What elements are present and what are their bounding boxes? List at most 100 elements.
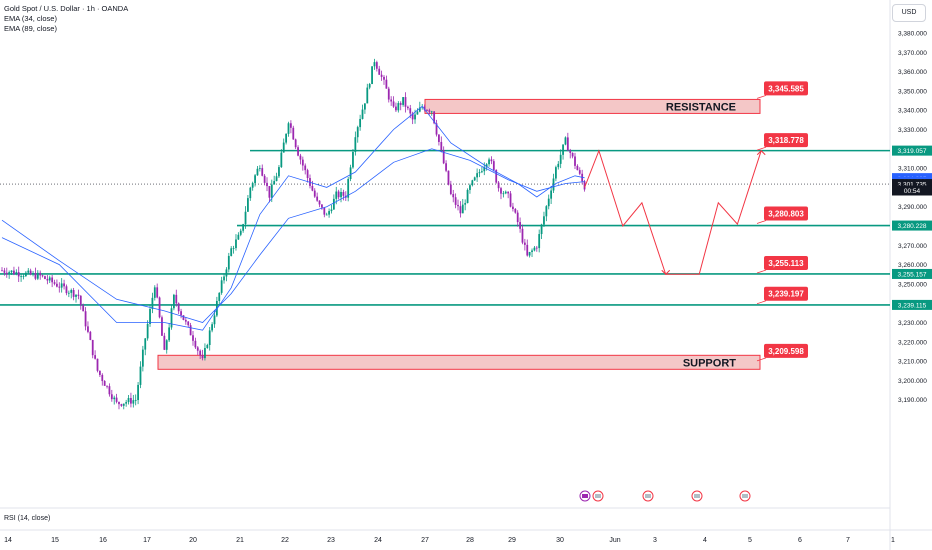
candle-body bbox=[287, 123, 290, 134]
candle-body bbox=[285, 133, 288, 143]
candle-body bbox=[120, 404, 123, 406]
candle-body bbox=[15, 272, 18, 275]
candle-body bbox=[232, 248, 235, 249]
candle-body bbox=[192, 335, 194, 341]
candle-body bbox=[168, 327, 171, 341]
level-price-label-box[interactable] bbox=[764, 206, 808, 221]
candle-body bbox=[84, 311, 87, 327]
level-label-connector bbox=[756, 357, 767, 362]
currency-button[interactable]: USD bbox=[892, 4, 926, 22]
x-tick-label: 4 bbox=[703, 537, 707, 544]
axis-price-badge-label: 3,301.735 bbox=[898, 182, 927, 189]
candle-body bbox=[480, 171, 483, 173]
candle-body bbox=[153, 287, 156, 298]
candle-body bbox=[354, 137, 357, 152]
candle-body bbox=[566, 137, 569, 151]
candle-body bbox=[254, 175, 256, 184]
candle-body bbox=[139, 366, 142, 385]
candle-body bbox=[356, 127, 359, 138]
candle-body bbox=[182, 315, 185, 320]
candle-body bbox=[301, 159, 304, 166]
level-price-label: 3,318.778 bbox=[768, 136, 804, 145]
candle-body bbox=[297, 147, 299, 156]
level-price-label-box[interactable] bbox=[764, 286, 808, 301]
resistance-zone[interactable] bbox=[424, 98, 761, 114]
candle-body bbox=[485, 164, 488, 168]
y-tick-label: 3,370.000 bbox=[898, 50, 927, 57]
candle-body bbox=[273, 181, 276, 185]
level-price-label-box[interactable] bbox=[764, 256, 808, 271]
axis-price-badge-label: 3,319.057 bbox=[898, 148, 927, 155]
candle-body bbox=[51, 277, 54, 283]
candle-body bbox=[516, 212, 519, 223]
candle-body bbox=[404, 97, 407, 107]
candle-body bbox=[469, 185, 471, 190]
candle-body bbox=[447, 170, 450, 185]
candle-body bbox=[170, 308, 173, 328]
us-flag-glyph bbox=[694, 494, 700, 498]
candle-body bbox=[244, 211, 247, 225]
x-tick-label: Jun bbox=[609, 537, 620, 544]
candle-body bbox=[58, 286, 61, 288]
candle-body bbox=[13, 270, 15, 275]
level-label-connector bbox=[756, 220, 767, 224]
candle-body bbox=[3, 270, 6, 273]
level-price-label: 3,280.803 bbox=[768, 209, 804, 218]
candle-body bbox=[294, 139, 297, 148]
candle-body bbox=[125, 402, 128, 404]
candle-body bbox=[442, 150, 445, 164]
candle-body bbox=[461, 204, 464, 214]
candle-body bbox=[282, 142, 285, 153]
axis-price-badge-label: 00:54 bbox=[904, 188, 921, 195]
y-tick-label: 3,350.000 bbox=[898, 88, 927, 95]
candle-body bbox=[428, 110, 431, 112]
candle-body bbox=[41, 275, 44, 277]
y-tick-label: 3,380.000 bbox=[898, 31, 927, 38]
rsi-legend: RSI (14, close) bbox=[4, 515, 51, 522]
candle-body bbox=[464, 203, 467, 205]
candle-body bbox=[194, 340, 197, 348]
candle-body bbox=[270, 184, 273, 198]
candle-body bbox=[368, 84, 371, 88]
level-price-label: 3,345.585 bbox=[768, 84, 804, 93]
candle-body bbox=[466, 189, 469, 204]
y-tick-label: 3,210.000 bbox=[898, 359, 927, 366]
candle-body bbox=[177, 303, 180, 312]
candle-body bbox=[454, 197, 457, 205]
candle-body bbox=[514, 208, 517, 213]
candle-body bbox=[101, 374, 104, 382]
candle-body bbox=[213, 315, 216, 325]
candle-body bbox=[390, 99, 393, 102]
candle-body bbox=[60, 283, 63, 288]
candle-body bbox=[98, 370, 101, 375]
candle-body bbox=[418, 107, 421, 112]
candle-body bbox=[330, 209, 333, 212]
level-price-label-box[interactable] bbox=[764, 133, 808, 148]
candle-body bbox=[414, 114, 416, 120]
support-zone[interactable] bbox=[157, 354, 761, 370]
level-price-label-box[interactable] bbox=[764, 81, 808, 96]
axis-price-badge-label: 3,255.157 bbox=[898, 271, 927, 278]
x-tick-label: 5 bbox=[748, 537, 752, 544]
candle-body bbox=[406, 106, 409, 109]
candle-body bbox=[395, 106, 397, 111]
candle-body bbox=[473, 177, 476, 181]
candle-body bbox=[70, 290, 73, 293]
candle-body bbox=[337, 191, 340, 198]
candle-body bbox=[332, 198, 335, 210]
candle-body bbox=[199, 350, 202, 356]
candle-body bbox=[440, 141, 443, 151]
candle-body bbox=[67, 292, 70, 294]
candle-body bbox=[452, 194, 455, 198]
candle-body bbox=[134, 400, 137, 401]
candle-body bbox=[378, 68, 381, 75]
candle-body bbox=[359, 118, 362, 128]
candle-body bbox=[8, 272, 11, 275]
level-price-label-box[interactable] bbox=[764, 343, 808, 358]
candle-body bbox=[34, 272, 37, 279]
y-tick-label: 3,360.000 bbox=[898, 69, 927, 76]
candle-body bbox=[110, 394, 113, 400]
candle-body bbox=[340, 191, 342, 198]
candle-body bbox=[22, 276, 25, 277]
